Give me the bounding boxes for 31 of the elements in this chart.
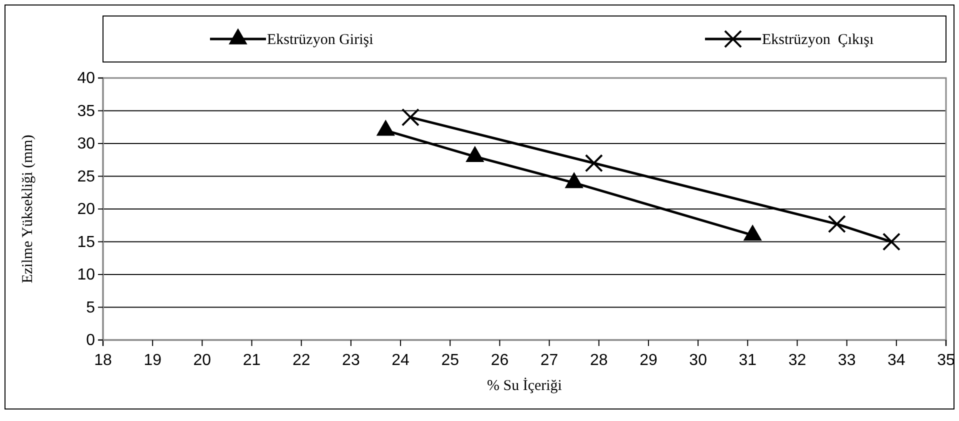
x-tick-label: 33 — [838, 352, 856, 369]
x-tick-label: 18 — [94, 352, 112, 369]
x-tick-label: 21 — [242, 352, 261, 369]
x-tick-label: 32 — [788, 352, 806, 369]
y-tick-label: 40 — [77, 70, 96, 88]
x-tick-label: 22 — [292, 352, 310, 369]
x-tick-label: 35 — [937, 352, 955, 369]
y-tick-label: 15 — [77, 234, 96, 251]
y-tick-label: 25 — [77, 168, 96, 186]
x-tick-label: 30 — [689, 352, 708, 369]
x-tick-label: 29 — [640, 352, 658, 369]
x-tick-label: 27 — [540, 352, 558, 369]
x-tick-label: 28 — [590, 352, 608, 369]
x-tick-label: 23 — [342, 352, 360, 369]
x-tick-label: 26 — [490, 352, 509, 369]
x-tick-label: 19 — [144, 352, 162, 369]
y-tick-label: 20 — [77, 201, 96, 218]
legend-label: Ekstrüzyon Çıkışı — [762, 32, 874, 48]
y-tick-label: 10 — [77, 266, 96, 284]
x-tick-label: 25 — [441, 352, 460, 369]
x-axis-title: % Su İçeriği — [487, 377, 562, 394]
x-tick-label: 31 — [738, 352, 757, 369]
y-tick-label: 30 — [77, 136, 96, 153]
y-tick-label: 35 — [77, 102, 96, 120]
y-axis-title: Ezilme Yüksekliği (mm) — [20, 134, 36, 284]
legend-label: Ekstrüzyon Girişi — [267, 32, 374, 48]
x-tick-label: 34 — [888, 352, 906, 369]
y-tick-label: 5 — [86, 299, 96, 316]
x-tick-label: 20 — [193, 352, 212, 369]
y-tick-label: 0 — [86, 332, 96, 350]
x-tick-label: 24 — [392, 352, 410, 369]
